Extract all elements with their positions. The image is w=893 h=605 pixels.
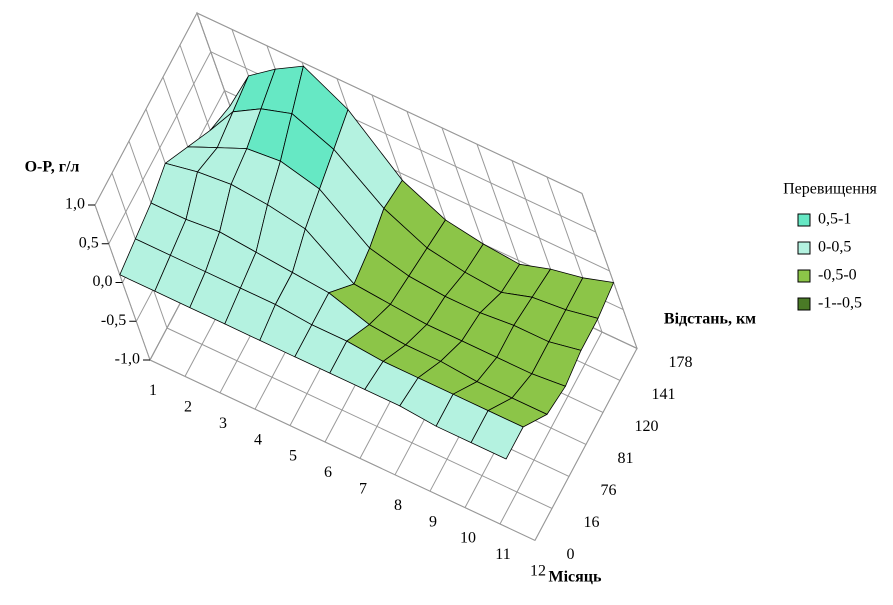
depth-tick-label: 0 (567, 546, 575, 563)
legend-swatch (797, 297, 811, 311)
legend-title: Перевищення (783, 181, 877, 198)
x-tick-label: 3 (219, 415, 227, 432)
y-tick-label: 0,5 (79, 234, 99, 251)
grid-line (94, 12, 583, 206)
x-tick-label: 5 (289, 448, 297, 465)
legend-label: 0,5-1 (818, 211, 851, 228)
y-tick-label: -1,0 (115, 351, 140, 368)
floor-grid-line (166, 327, 553, 509)
depth-tick-label: 141 (652, 386, 676, 403)
depth-tick-label: 178 (669, 354, 693, 371)
x-tick-label: 4 (254, 431, 262, 448)
surface-patch (470, 410, 524, 460)
depth-tick-label: 120 (635, 418, 659, 435)
floor-grid-line (149, 359, 536, 541)
depth-tick-label: 76 (601, 482, 617, 499)
legend-swatch (797, 213, 811, 227)
legend-label: -1--0,5 (818, 295, 862, 312)
depth-tick-label: 16 (584, 514, 600, 531)
legend-swatch (797, 241, 811, 255)
x-tick-label: 8 (394, 497, 402, 514)
y-tick-label: 0,0 (93, 273, 113, 290)
x-tick-label: 1 (149, 382, 157, 399)
x-tick-label: 6 (324, 464, 332, 481)
x-axis-title: Місяць (549, 569, 603, 586)
depth-axis-title: Відстань, км (664, 311, 756, 328)
legend-swatch (797, 269, 811, 283)
x-tick-label: 9 (429, 513, 437, 530)
y-tick-label: -0,5 (101, 312, 126, 329)
x-tick-label: 2 (184, 398, 192, 415)
x-tick-label: 7 (359, 480, 367, 497)
y-axis-title: O-P, г/л (25, 159, 80, 176)
legend-label: 0-0,5 (818, 239, 851, 256)
depth-tick-label: 81 (618, 450, 634, 467)
x-tick-label: 11 (495, 546, 510, 563)
x-tick-label: 10 (460, 530, 476, 547)
legend-label: -0,5-0 (818, 267, 857, 284)
x-tick-label: 12 (530, 562, 546, 579)
y-tick-label: 1,0 (65, 196, 85, 213)
grid-line (108, 51, 597, 245)
